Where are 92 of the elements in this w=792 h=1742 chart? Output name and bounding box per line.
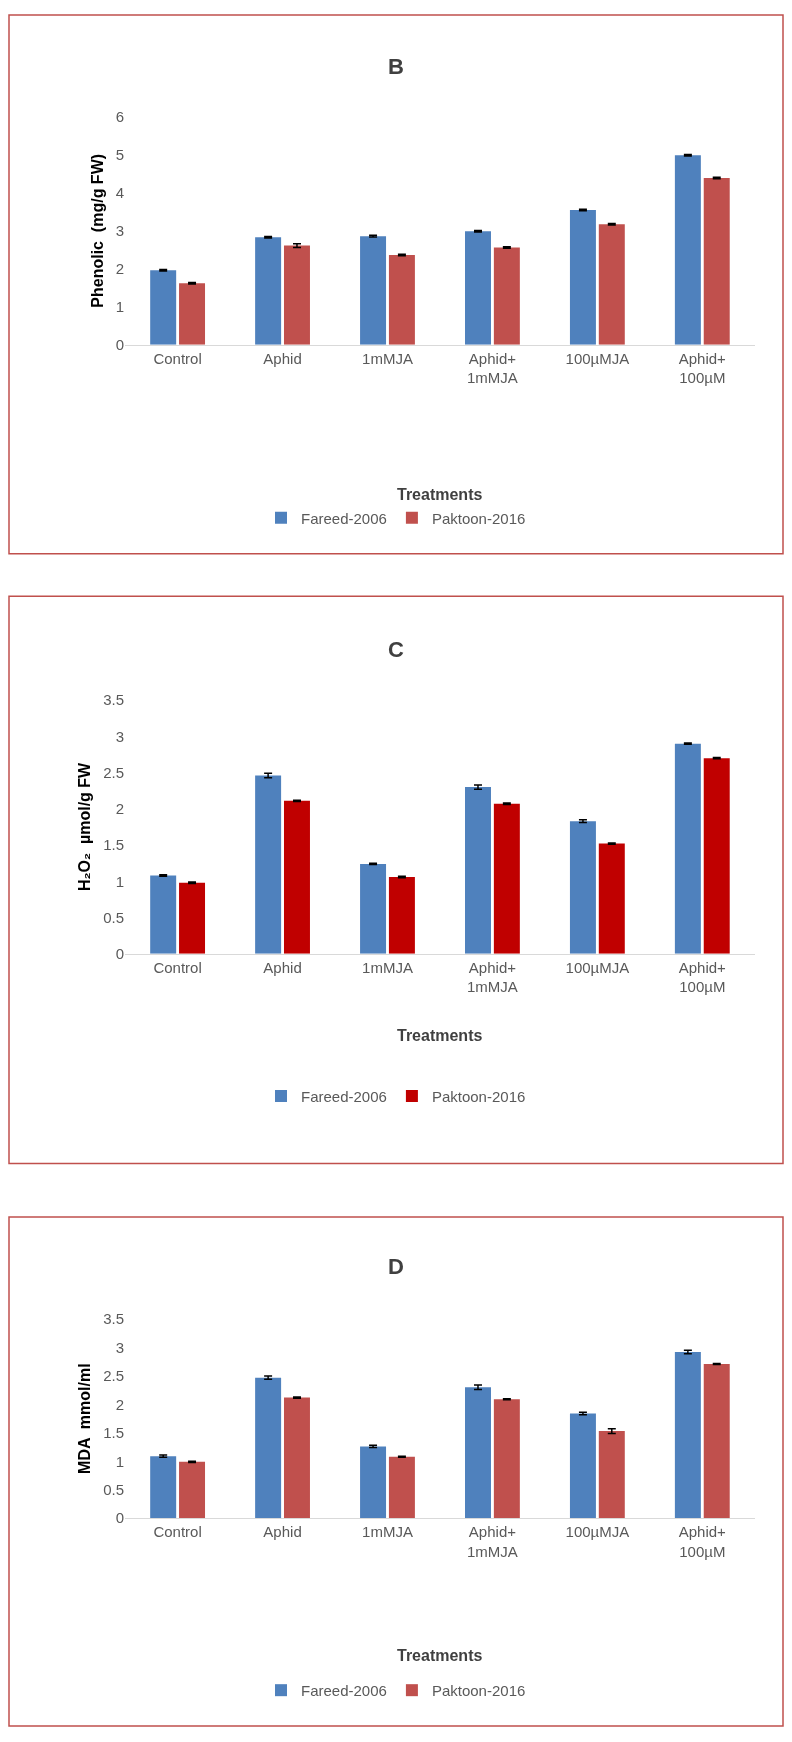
x-tick-label: 1mMJA [362, 958, 413, 976]
bar [150, 270, 177, 345]
y-tick-label: 1 [115, 297, 125, 315]
x-tick-label: Control [153, 958, 202, 976]
x-tick-label: Aphid+ 1mMJA [467, 349, 518, 387]
y-tick-label: 1.5 [103, 1424, 125, 1442]
bar [360, 1446, 387, 1519]
x-tick-label: Control [153, 349, 202, 367]
y-tick-label: 4 [115, 184, 125, 202]
chart-title: D [388, 1254, 404, 1279]
bar [283, 800, 310, 954]
x-tick-label: 100µMJA [565, 1523, 630, 1541]
y-tick-label: 3 [115, 222, 125, 240]
x-axis-title: Treatments [397, 486, 483, 503]
y-axis-title: Phenolic (mg/g FW) [88, 153, 106, 308]
bar [569, 1413, 596, 1519]
x-tick-label: 100µMJA [565, 958, 630, 976]
bar [255, 237, 282, 345]
bar [493, 1399, 520, 1519]
legend-label: Fareed-2006 [301, 1087, 387, 1105]
y-tick-label: 2 [115, 1395, 125, 1413]
bar [703, 178, 730, 345]
legend-label: Fareed-2006 [301, 1682, 387, 1700]
bar [179, 1461, 206, 1519]
x-tick-label: Aphid+ 100µM [678, 349, 727, 387]
x-axis-title: Treatments [397, 1647, 483, 1664]
bar [493, 803, 520, 954]
y-tick-label: 3 [115, 1338, 125, 1356]
y-tick-label: 0 [115, 1509, 125, 1527]
bar [493, 247, 520, 345]
x-tick-label: Aphid+ 100µM [678, 958, 727, 996]
bar [465, 231, 491, 345]
bar [569, 821, 596, 954]
bar [150, 875, 177, 954]
y-tick-label: 0 [115, 944, 125, 962]
bar [674, 743, 701, 954]
bar [283, 245, 310, 345]
bar [388, 1456, 415, 1519]
x-tick-label: Aphid+ 1mMJA [467, 958, 518, 996]
bar [255, 1377, 282, 1519]
y-tick-label: 1 [115, 1452, 125, 1470]
x-tick-label: 1mMJA [362, 349, 413, 367]
bar [703, 758, 730, 954]
y-tick-label: 1.5 [103, 836, 125, 854]
bar [703, 1364, 730, 1519]
y-tick-label: 3 [115, 727, 125, 745]
legend-label: Paktoon-2016 [431, 1087, 526, 1105]
y-tick-label: 3.5 [103, 1310, 125, 1328]
x-tick-label: 100µMJA [565, 349, 630, 367]
bar [179, 882, 206, 954]
bar [360, 236, 387, 345]
bar [360, 863, 387, 954]
y-tick-label: 0.5 [103, 1480, 125, 1498]
bar [465, 1387, 491, 1519]
chart-title: B [388, 54, 404, 79]
bar [674, 1352, 701, 1519]
y-axis-title: H₂O₂ µmol/g FW [76, 761, 94, 892]
y-tick-label: 2.5 [103, 763, 125, 781]
bar [569, 209, 596, 345]
bar [150, 1456, 177, 1519]
x-tick-label: Aphid+ 1mMJA [467, 1523, 518, 1560]
y-axis-title: MDA mmol/ml [76, 1363, 94, 1474]
bar [598, 224, 625, 345]
y-tick-label: 2 [115, 260, 125, 278]
x-tick-label: Control [153, 1523, 202, 1541]
y-tick-label: 3.5 [103, 691, 125, 709]
x-tick-label: Aphid [263, 958, 302, 976]
y-tick-label: 2 [115, 800, 125, 818]
x-tick-label: 1mMJA [362, 1523, 413, 1541]
bar [598, 843, 625, 954]
y-tick-label: 5 [115, 146, 125, 164]
y-tick-label: 6 [115, 108, 125, 126]
legend-label: Paktoon-2016 [431, 509, 526, 527]
bar [255, 775, 282, 954]
bar [179, 283, 206, 345]
bar [388, 255, 415, 345]
y-tick-label: 2.5 [103, 1367, 125, 1385]
bar [283, 1397, 310, 1519]
bar [465, 787, 491, 954]
chart-title: C [388, 637, 404, 662]
x-tick-label: Aphid+ 100µM [678, 1523, 727, 1560]
legend-label: Fareed-2006 [301, 509, 387, 527]
legend-label: Paktoon-2016 [431, 1682, 526, 1700]
bar [388, 876, 415, 954]
x-tick-label: Aphid [263, 1523, 302, 1541]
x-tick-label: Aphid [263, 349, 302, 367]
y-tick-label: 0 [115, 335, 125, 353]
y-tick-label: 1 [115, 872, 125, 890]
bar [598, 1431, 625, 1519]
bar [674, 155, 701, 345]
y-tick-label: 0.5 [103, 908, 125, 926]
x-axis-title: Treatments [397, 1027, 483, 1044]
